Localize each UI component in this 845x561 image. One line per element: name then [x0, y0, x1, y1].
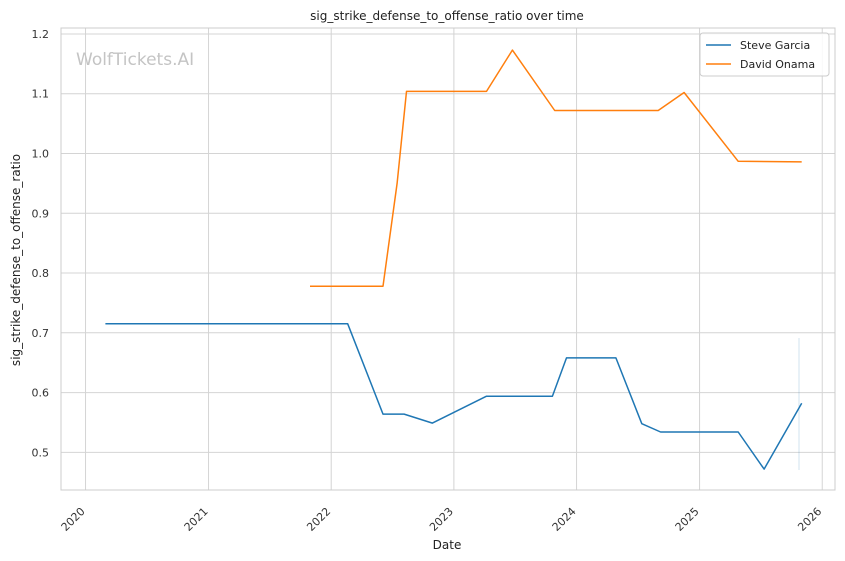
x-tick-label: 2025 [673, 505, 702, 534]
y-tick-label: 1.1 [32, 88, 50, 101]
x-axis-label: Date [433, 538, 462, 552]
horizontal-gridlines [61, 33, 835, 453]
y-tick-label: 0.5 [32, 446, 50, 459]
plot-frame [60, 27, 836, 491]
x-tick-label: 2020 [59, 505, 88, 534]
series-line-david-onama [310, 49, 802, 287]
x-tick-label: 2023 [427, 505, 456, 534]
legend-label-steve-garcia: Steve Garcia [740, 39, 810, 52]
legend-label-david-onama: David Onama [740, 58, 815, 71]
y-tick-label: 0.6 [32, 387, 50, 400]
y-tick-label: 0.7 [32, 327, 50, 340]
watermark-text: WolfTickets.AI [76, 50, 194, 70]
y-tick-label: 0.9 [32, 207, 50, 220]
y-tick-label: 1.2 [32, 28, 50, 41]
legend-box [699, 32, 830, 77]
plot-area-background [61, 28, 835, 490]
x-tick-label: 2026 [795, 505, 824, 534]
x-tick-label: 2024 [550, 505, 579, 534]
y-tick-label: 0.8 [32, 267, 50, 280]
y-tick-labels: 0.5 0.6 0.7 0.8 0.9 1.0 1.1 1.2 [32, 28, 50, 459]
y-axis-label: sig_strike_defense_to_offense_ratio [9, 154, 23, 366]
x-tick-label: 2022 [304, 505, 333, 534]
series-line-steve-garcia [105, 323, 803, 470]
legend: Steve Garcia David Onama [699, 32, 830, 77]
y-tick-label: 1.0 [32, 148, 50, 161]
series-lines [105, 49, 803, 470]
chart-title: sig_strike_defense_to_offense_ratio over… [310, 9, 584, 23]
x-tick-labels: 2020 2021 2022 2023 2024 2025 2026 [59, 505, 825, 534]
x-tick-label: 2021 [182, 505, 211, 534]
vertical-gridlines [85, 28, 823, 490]
